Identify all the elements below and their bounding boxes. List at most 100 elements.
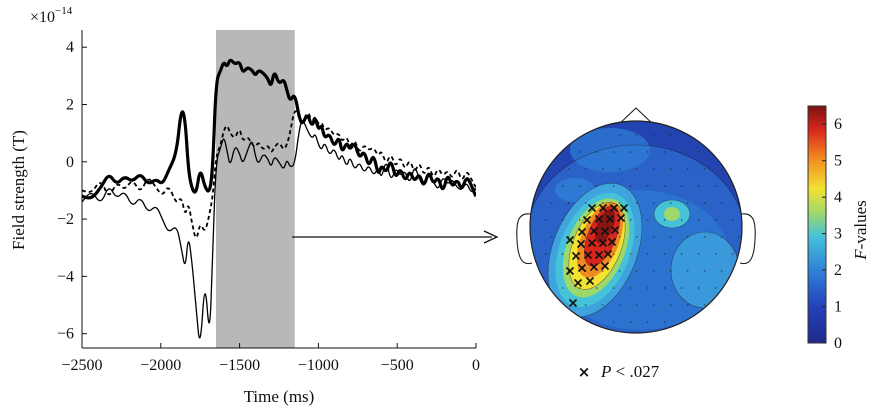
shaded-interval <box>215 30 295 348</box>
sensor-dot <box>720 236 723 238</box>
sensor-dot <box>669 202 672 204</box>
sensor-dot <box>629 287 632 289</box>
y-ticks: −6 −4 −2 0 2 4 <box>57 39 87 343</box>
cross-icon <box>594 214 604 224</box>
sensor-dot <box>703 304 706 306</box>
cross-icon <box>573 278 583 288</box>
plot-axes <box>81 30 476 349</box>
sensor-dot <box>663 253 666 255</box>
sensor-dot <box>686 202 689 204</box>
sensor-dot <box>629 151 632 153</box>
sensor-dot <box>680 287 683 289</box>
sensor-dot <box>680 151 683 153</box>
sensor-dot <box>584 304 587 306</box>
sensor-dot <box>578 151 581 153</box>
cross-icon <box>600 226 610 236</box>
x-tick-label: −1000 <box>298 357 339 374</box>
right-ear-icon <box>739 213 756 265</box>
sensor-dot <box>697 219 700 221</box>
sensor-dot <box>612 185 615 187</box>
scalp-field <box>530 121 742 333</box>
sensor-dot <box>663 151 666 153</box>
cross-icon <box>619 203 629 213</box>
sensor-dot <box>584 168 587 170</box>
significance-legend: × P < .027 <box>578 362 660 381</box>
legend-p: P <box>600 362 611 381</box>
x-tick-label: −2500 <box>61 357 102 374</box>
sensor-dot <box>703 202 706 204</box>
sensor-dot <box>578 287 581 289</box>
x-tick-label: 0 <box>472 357 480 374</box>
cross-icon <box>568 298 578 308</box>
sensor-dot <box>652 168 655 170</box>
sensor-dot <box>680 219 683 221</box>
y-scale-factor: ×10−14 <box>30 5 73 26</box>
cross-icon <box>583 250 593 260</box>
sensor-dot <box>612 151 615 153</box>
y-tick-label: −2 <box>57 211 74 228</box>
cross-icon <box>565 235 575 245</box>
colorbar-title-rest: -values <box>851 200 870 249</box>
cross-icon <box>598 203 608 213</box>
sensor-dot <box>697 287 700 289</box>
sensor-dot <box>663 185 666 187</box>
sensor-dot <box>629 219 632 221</box>
colorbar-title-f: F <box>851 249 870 261</box>
sensor-dot <box>703 168 706 170</box>
sensor-dot <box>669 168 672 170</box>
sensor-dot <box>686 304 689 306</box>
cross-icon <box>605 214 615 224</box>
cross-icon <box>582 215 592 225</box>
sensor-dot <box>635 304 638 306</box>
cross-icon <box>577 263 587 273</box>
x-axis-title: Time (ms) <box>244 387 315 406</box>
sensor-dot <box>714 287 717 289</box>
sensor-dot <box>612 253 615 255</box>
y-tick-label: 0 <box>66 154 74 171</box>
sensor-dot <box>618 168 621 170</box>
sensor-dot <box>697 253 700 255</box>
sensor-dot <box>720 202 723 204</box>
sensor-dot <box>686 236 689 238</box>
sensor-dot <box>646 151 649 153</box>
cross-icon <box>585 276 595 286</box>
sensor-dot <box>561 185 564 187</box>
colorbar: 0 1 2 3 4 5 6 F-values <box>807 105 870 352</box>
sensor-dot <box>737 236 740 238</box>
sensor-dot <box>652 134 655 136</box>
sensor-dot <box>663 287 666 289</box>
sensor-dot <box>595 185 598 187</box>
sensor-dot <box>561 253 564 255</box>
cross-icon <box>607 237 617 247</box>
sensor-dot <box>669 270 672 272</box>
sensor-dot <box>646 287 649 289</box>
sensor-dot <box>714 185 717 187</box>
cross-icon <box>610 225 620 235</box>
sensor-dot <box>680 185 683 187</box>
sensor-dot <box>629 321 632 323</box>
y-scale-exponent: −14 <box>55 5 73 17</box>
cross-icon <box>565 266 575 276</box>
sensor-dot <box>686 270 689 272</box>
cross-icon <box>600 261 610 271</box>
sensor-dot <box>680 253 683 255</box>
sensor-dot <box>601 304 604 306</box>
sensor-dot <box>663 219 666 221</box>
sensor-dot <box>635 134 638 136</box>
x-tick-label: −1500 <box>219 357 260 374</box>
colorbar-tick-label: 3 <box>834 226 842 243</box>
y-tick-label: −4 <box>57 268 74 285</box>
y-scale-base: ×10 <box>30 9 55 26</box>
sensor-dot <box>601 236 604 238</box>
sensor-dot <box>714 253 717 255</box>
sensor-dot <box>669 236 672 238</box>
sensor-dot <box>635 202 638 204</box>
sensor-dot <box>669 304 672 306</box>
sensor-dot <box>595 287 598 289</box>
sensor-dot <box>544 219 547 221</box>
colorbar-tick-label: 4 <box>834 189 842 206</box>
sensor-dot <box>550 236 553 238</box>
series-line-dashed <box>82 110 476 239</box>
x-ticks: −2500 −2000 −1500 −1000 −500 0 <box>61 343 480 374</box>
sensor-dot <box>612 321 615 323</box>
